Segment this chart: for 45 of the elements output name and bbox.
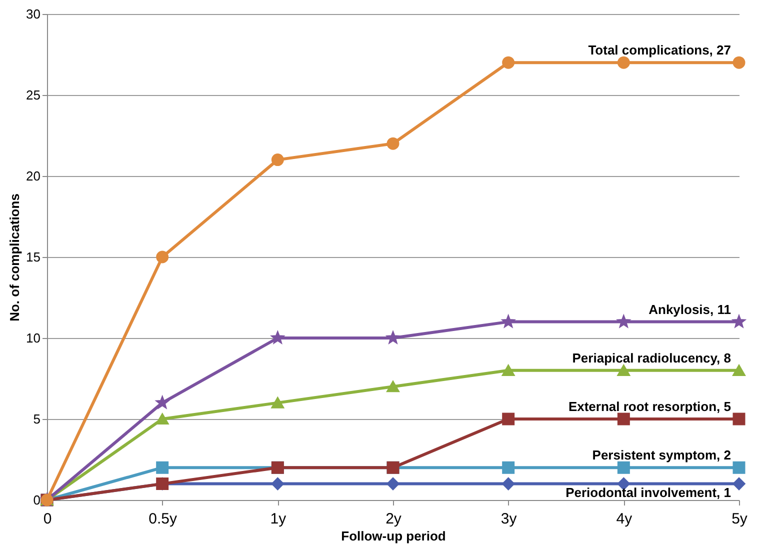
series-label: Periodontal involvement, 1 bbox=[566, 484, 731, 500]
x-tick-label: 1y bbox=[270, 510, 287, 528]
point bbox=[156, 413, 169, 425]
x-tick-label: 4y bbox=[616, 510, 633, 528]
point bbox=[502, 364, 515, 376]
x-axis-title: Follow-up period bbox=[341, 528, 446, 544]
point bbox=[386, 478, 400, 490]
point bbox=[617, 412, 630, 426]
y-tick-label: 30 bbox=[26, 6, 40, 22]
point bbox=[386, 381, 400, 392]
point bbox=[732, 461, 746, 474]
point bbox=[271, 397, 284, 408]
point bbox=[386, 137, 400, 150]
point bbox=[502, 56, 515, 69]
x-tick-label: 2y bbox=[386, 510, 402, 528]
point bbox=[617, 56, 630, 69]
point bbox=[732, 478, 746, 490]
point bbox=[732, 56, 746, 69]
y-axis-title: No. of complications bbox=[7, 194, 22, 322]
point bbox=[271, 154, 284, 166]
point bbox=[271, 478, 284, 490]
x-tick-label: 3y bbox=[500, 510, 518, 528]
y-tick-label: 25 bbox=[26, 88, 40, 102]
series-label: Ankylosis, 11 bbox=[648, 302, 731, 317]
series-label: Periapical radiolucency, 8 bbox=[572, 350, 731, 366]
point bbox=[156, 250, 169, 264]
point bbox=[732, 364, 746, 376]
x-tick-label: 5y bbox=[732, 510, 748, 528]
point bbox=[617, 364, 630, 376]
series-label: External root resorption, 5 bbox=[568, 399, 731, 414]
series-label: Total complications, 27 bbox=[588, 42, 731, 58]
y-tick-label: 15 bbox=[26, 250, 40, 264]
point bbox=[502, 478, 515, 490]
point bbox=[617, 461, 630, 474]
point bbox=[732, 412, 746, 426]
y-tick-label: 5 bbox=[33, 412, 40, 426]
y-tick-label: 10 bbox=[26, 330, 40, 346]
point bbox=[272, 332, 284, 344]
y-tick-label: 20 bbox=[26, 168, 40, 184]
point bbox=[156, 461, 169, 474]
x-tick-label: 0.5y bbox=[148, 510, 178, 528]
point bbox=[502, 461, 515, 474]
series-label: Persistent symptom, 2 bbox=[592, 448, 731, 463]
y-tick-label: 0 bbox=[33, 492, 40, 508]
point bbox=[502, 412, 515, 426]
